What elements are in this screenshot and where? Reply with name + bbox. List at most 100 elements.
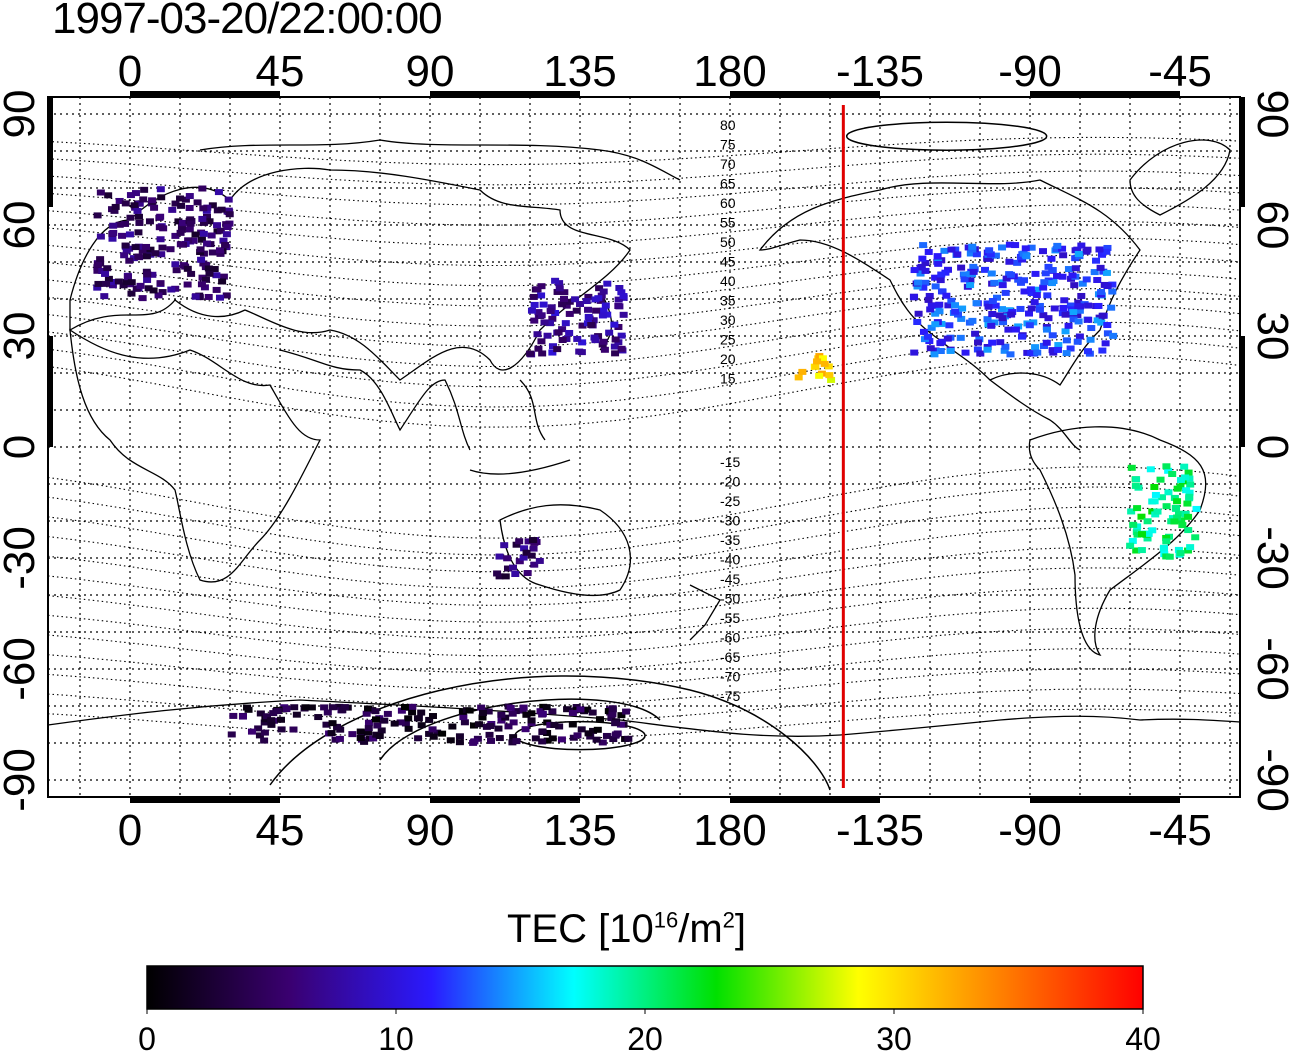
tec-sample [1074, 250, 1083, 257]
tec-sample [1001, 289, 1010, 296]
tec-sample [1098, 312, 1107, 319]
tec-sample [1168, 471, 1177, 478]
tec-sample [181, 196, 190, 203]
tec-sample [289, 726, 298, 733]
coastline [69, 328, 322, 583]
plot-title: 1997-03-20/22:00:00 [52, 0, 443, 43]
tec-sample [910, 294, 919, 301]
coastline [199, 139, 681, 181]
tec-sample [538, 710, 547, 717]
tec-sample [1176, 550, 1185, 557]
tec-sample [204, 265, 213, 272]
tec-sample [104, 275, 113, 282]
tec-sample [931, 283, 940, 290]
magnetic-latitude-line [47, 708, 1241, 741]
tec-sample [377, 727, 386, 734]
tec-sample [417, 722, 426, 729]
tec-sample [121, 200, 130, 207]
mlat-label: 45 [720, 254, 736, 270]
tec-sample [144, 285, 153, 292]
tec-sample [135, 200, 144, 207]
tec-sample [1108, 281, 1117, 288]
tec-sample [495, 553, 504, 560]
tec-sample [1143, 535, 1152, 542]
tec-sample [1074, 318, 1083, 325]
x-tick-label-bottom: 135 [543, 806, 616, 855]
tec-sample [619, 311, 628, 318]
tec-sample [1064, 322, 1073, 329]
tec-sample [213, 222, 222, 229]
tec-sample [1157, 494, 1166, 501]
tec-sample [1186, 544, 1195, 551]
tec-sample [212, 272, 221, 279]
tec-sample [157, 194, 166, 201]
tec-sample [134, 213, 143, 220]
tec-sample [458, 708, 467, 715]
tec-sample [176, 229, 185, 236]
tec-sample [154, 292, 163, 299]
tec-sample [108, 278, 117, 285]
tec-sample [946, 347, 955, 354]
tec-sample [1006, 351, 1015, 358]
tec-sample [142, 243, 151, 250]
tec-sample [222, 292, 231, 299]
tec-sample [348, 731, 357, 738]
tec-sample [277, 716, 286, 723]
tec-sample [983, 346, 992, 353]
tec-sample [1005, 241, 1014, 248]
top-axis-bar [730, 91, 880, 97]
tec-sample [1020, 277, 1029, 284]
tec-sample [519, 704, 528, 711]
tec-sample [459, 714, 468, 721]
tec-sample [1047, 280, 1056, 287]
tec-sample [218, 278, 227, 285]
tec-sample [918, 255, 927, 262]
tec-sample [1078, 280, 1087, 287]
tec-sample [1058, 245, 1067, 252]
tec-sample [193, 199, 202, 206]
tec-sample [118, 232, 127, 239]
tec-sample [1068, 272, 1077, 279]
tec-sample [522, 711, 531, 718]
tec-sample [150, 204, 159, 211]
colorbar-tick-label: 30 [876, 1021, 912, 1057]
tec-sample [1184, 469, 1193, 476]
tec-sample [1002, 275, 1011, 282]
tec-sample [156, 236, 165, 243]
tec-sample [1004, 326, 1013, 333]
tec-sample [1156, 476, 1165, 483]
tec-sample [1083, 348, 1092, 355]
mlat-label: -65 [720, 649, 740, 665]
tec-sample [1107, 304, 1116, 311]
tec-sample [186, 220, 195, 227]
tec-sample [526, 350, 535, 357]
tec-sample [1103, 322, 1112, 329]
tec-sample [171, 232, 180, 239]
tec-sample [197, 281, 206, 288]
y-tick-labels: 90 90 60 60 30 30 0 0 -30 -30 -60 -60 -90 -90 [0, 90, 1292, 812]
tec-sample [217, 206, 226, 213]
tec-sample [565, 329, 574, 336]
tec-sample [104, 192, 113, 199]
tec-sample [988, 339, 997, 346]
mlat-label: -50 [720, 591, 740, 607]
y-tick-label-left: 30 [0, 312, 44, 361]
tec-sample [986, 251, 995, 258]
tec-sample [495, 735, 504, 742]
tec-sample [1153, 508, 1162, 515]
tec-sample [1006, 271, 1015, 278]
tec-sample [215, 294, 224, 301]
tec-sample [530, 301, 539, 308]
tec-sample [1132, 476, 1141, 483]
tec-sample [966, 282, 975, 289]
tec-sample [611, 720, 620, 727]
tec-sample [1168, 515, 1177, 522]
tec-sample [1084, 316, 1093, 323]
tec-sample [114, 278, 123, 285]
tec-sample [969, 263, 978, 270]
y-tick-label-left: 60 [0, 201, 44, 250]
tec-sample [191, 293, 200, 300]
tec-sample [1061, 328, 1070, 335]
tec-sample [522, 549, 531, 556]
tec-sample [558, 301, 567, 308]
